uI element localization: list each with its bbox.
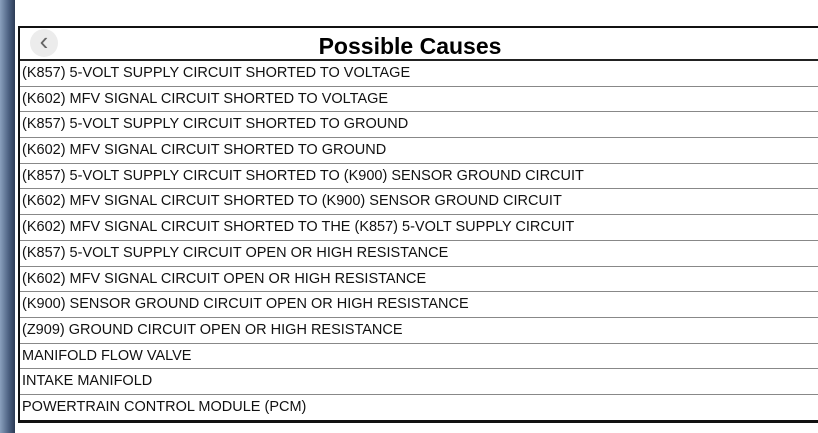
window-edge [0, 0, 15, 433]
table-row: (Z909) GROUND CIRCUIT OPEN OR HIGH RESIS… [20, 318, 818, 344]
table-row: INTAKE MANIFOLD [20, 369, 818, 395]
table-row: MANIFOLD FLOW VALVE [20, 344, 818, 370]
table-row: (K857) 5-VOLT SUPPLY CIRCUIT SHORTED TO … [20, 164, 818, 190]
table-row: (K602) MFV SIGNAL CIRCUIT SHORTED TO VOL… [20, 87, 818, 113]
chevron-left-icon: ‹ [39, 29, 49, 56]
table-row: (K602) MFV SIGNAL CIRCUIT SHORTED TO THE… [20, 215, 818, 241]
table-row: (K857) 5-VOLT SUPPLY CIRCUIT SHORTED TO … [20, 61, 818, 87]
table-row: (K857) 5-VOLT SUPPLY CIRCUIT OPEN OR HIG… [20, 241, 818, 267]
table-body: (K857) 5-VOLT SUPPLY CIRCUIT SHORTED TO … [20, 61, 818, 420]
table-row: (K602) MFV SIGNAL CIRCUIT OPEN OR HIGH R… [20, 267, 818, 293]
table-row: POWERTRAIN CONTROL MODULE (PCM) [22, 398, 307, 415]
possible-causes-table: Possible Causes (K857) 5-VOLT SUPPLY CIR… [18, 26, 818, 423]
previous-page-button[interactable]: ‹ [30, 29, 58, 57]
table-title: Possible Causes [20, 28, 818, 61]
table-row: (K602) MFV SIGNAL CIRCUIT SHORTED TO (K9… [20, 189, 818, 216]
table-row: (K857) 5-VOLT SUPPLY CIRCUIT SHORTED TO … [20, 112, 818, 139]
table-row: (K602) MFV SIGNAL CIRCUIT SHORTED TO GRO… [20, 138, 818, 164]
table-row: (K900) SENSOR GROUND CIRCUIT OPEN OR HIG… [20, 292, 818, 318]
